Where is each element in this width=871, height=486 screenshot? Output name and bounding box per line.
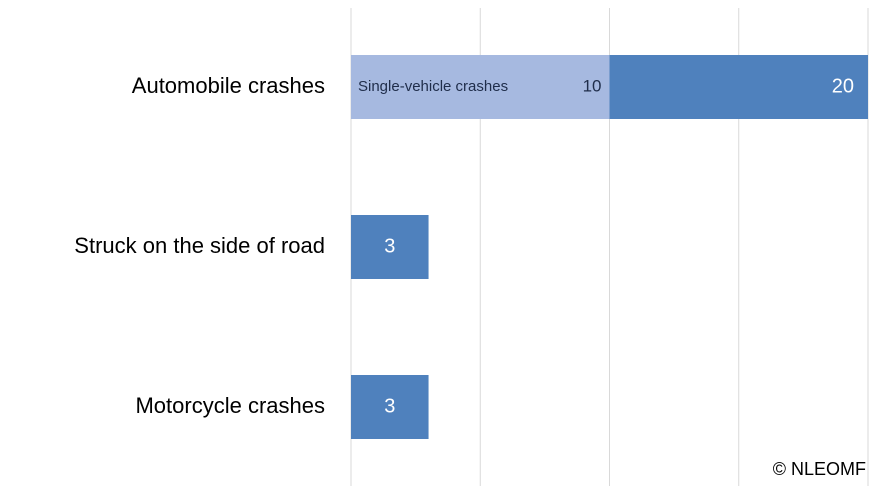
highlight-value-label: 10 bbox=[583, 76, 602, 95]
bar bbox=[351, 215, 429, 279]
y-tick-label: Struck on the side of road bbox=[74, 233, 325, 258]
value-label: 20 bbox=[832, 75, 854, 97]
y-tick-label: Motorcycle crashes bbox=[135, 393, 325, 418]
bar bbox=[351, 375, 429, 439]
highlight-label: Single-vehicle crashes bbox=[358, 78, 508, 95]
highlight-bar bbox=[351, 55, 610, 119]
value-label: 3 bbox=[384, 235, 395, 257]
y-tick-label: Automobile crashes bbox=[132, 73, 325, 98]
value-label: 3 bbox=[384, 395, 395, 417]
credit: © NLEOMF bbox=[773, 459, 866, 479]
